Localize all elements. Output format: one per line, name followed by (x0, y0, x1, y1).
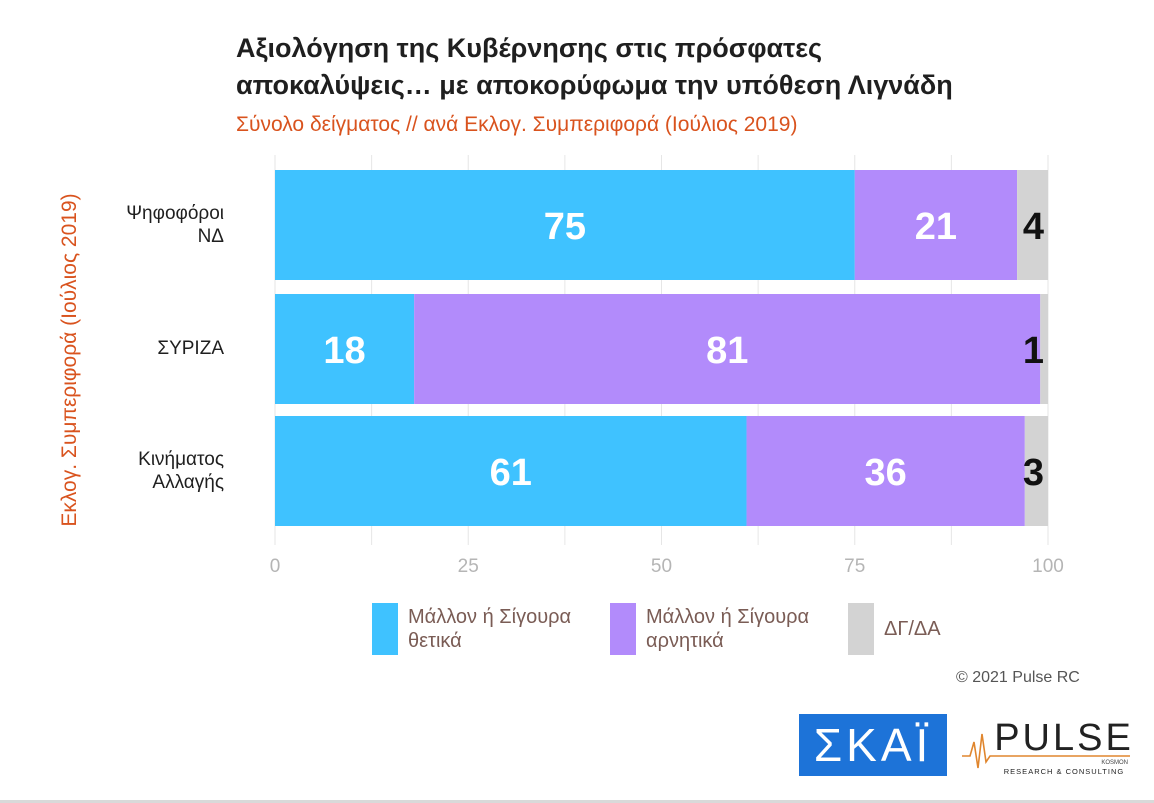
legend-line: ΔΓ/ΔΑ (884, 618, 941, 640)
category-label-nd: Ψηφοφόροι ΝΔ (126, 202, 224, 248)
copyright: © 2021 Pulse RC (956, 669, 1080, 686)
bar-segment-negative (746, 416, 1025, 526)
data-label-negative: 36 (865, 452, 907, 494)
legend-swatch-negative (610, 603, 636, 655)
bar-segment-positive (275, 416, 747, 526)
legend-swatch-dk (848, 603, 874, 655)
category-label-line: Ψηφοφόροι (126, 203, 224, 224)
data-label-dk: 4 (1023, 206, 1044, 248)
x-tick-label: 75 (844, 556, 865, 577)
legend-item-negative: Μάλλον ή Σίγουρα αρνητικά (610, 603, 809, 655)
bar-segment-negative (854, 170, 1018, 280)
legend-line: Μάλλον ή Σίγουρα (646, 606, 810, 628)
title-line-1: Αξιολόγηση της Κυβέρνησης στις πρόσφατες (236, 33, 823, 63)
legend-label-negative: Μάλλον ή Σίγουρα αρνητικά (646, 605, 809, 653)
title-line-2: αποκαλύψεις… με αποκορύφωμα την υπόθεση … (236, 70, 953, 100)
pulse-logo-wordmark: PULSE (994, 717, 1132, 759)
x-tick-label: 50 (651, 556, 672, 577)
bar-segment-dk (1017, 170, 1048, 280)
legend-line: αρνητικά (646, 630, 724, 652)
data-label-negative: 21 (915, 206, 957, 248)
category-label-line: Κινήματος (138, 449, 224, 470)
bar-segment-dk (1040, 294, 1048, 404)
legend-item-positive: Μάλλον ή Σίγουρα θετικά (372, 603, 571, 655)
pulse-wave-icon (962, 733, 1130, 769)
chart-subtitle: Σύνολο δείγματος // ανά Εκλογ. Συμπεριφο… (236, 113, 798, 136)
data-label-positive: 18 (323, 330, 365, 372)
data-label-positive: 61 (490, 452, 532, 494)
pulse-logo-subtext: RESEARCH & CONSULTING (1004, 767, 1124, 776)
bar-segment-positive (275, 170, 855, 280)
legend-item-dk: ΔΓ/ΔΑ (848, 603, 941, 655)
category-label-line: ΣΥΡΙΖΑ (157, 338, 224, 359)
data-label-negative: 81 (706, 330, 748, 372)
x-tick-label: 100 (1032, 556, 1064, 577)
pulse-logo: PULSE KOSMON RESEARCH & CONSULTING (962, 717, 1132, 776)
bar-segment-dk (1024, 416, 1048, 526)
legend-label-dk: ΔΓ/ΔΑ (884, 617, 941, 641)
category-label-line: Αλλαγής (152, 472, 224, 493)
legend-swatch-positive (372, 603, 398, 655)
legend-label-positive: Μάλλον ή Σίγουρα θετικά (408, 605, 571, 653)
data-label-positive: 75 (544, 206, 586, 248)
category-label-syriza: ΣΥΡΙΖΑ (157, 337, 224, 360)
category-label-line: ΝΔ (197, 226, 224, 247)
category-label-kinal: Κινήματος Αλλαγής (138, 448, 224, 494)
bar-segment-negative (414, 294, 1041, 404)
data-label-dk: 1 (1023, 330, 1044, 372)
pulse-logo-tag: KOSMON (1101, 760, 1128, 766)
data-label-dk: 3 (1023, 452, 1044, 494)
legend-line: Μάλλον ή Σίγουρα (408, 606, 572, 628)
x-tick-label: 25 (458, 556, 479, 577)
bottom-divider (0, 800, 1154, 803)
chart-title: Αξιολόγηση της Κυβέρνησης στις πρόσφατες… (236, 30, 953, 104)
x-tick-label: 0 (270, 556, 281, 577)
bar-segment-positive (275, 294, 415, 404)
legend-line: θετικά (408, 630, 462, 652)
skai-logo: ΣΚΑΪ (799, 714, 947, 776)
